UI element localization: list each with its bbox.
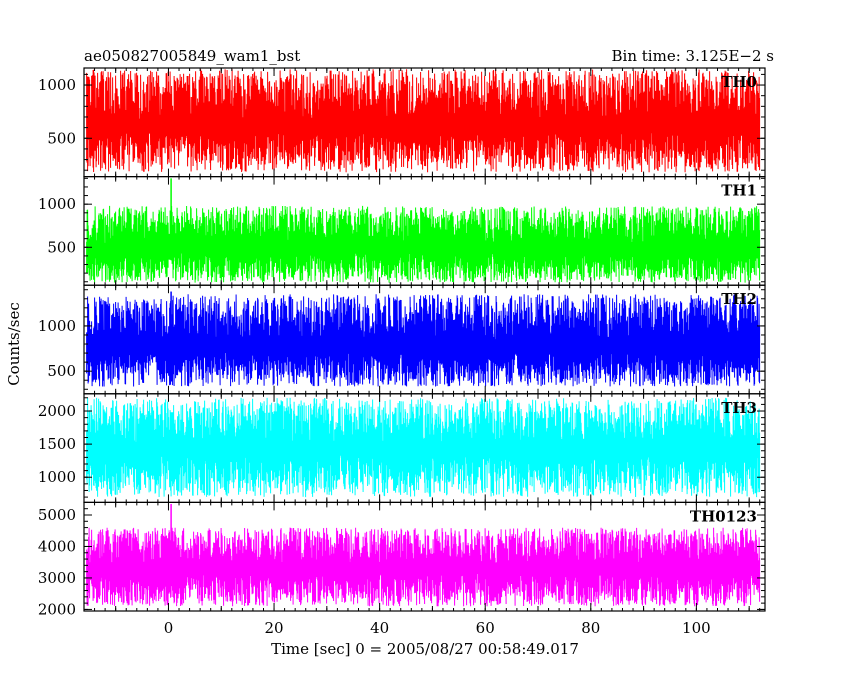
panel-label: TH1 — [721, 182, 757, 200]
y-tick-label: 2000 — [38, 402, 76, 420]
panel-label: TH0 — [721, 73, 757, 91]
x-tick-label: 80 — [581, 619, 600, 637]
y-tick-label: 1000 — [38, 195, 76, 213]
y-tick-label: 1000 — [38, 76, 76, 94]
panel-label: TH2 — [721, 290, 757, 308]
y-axis-label: Counts/sec — [5, 302, 23, 386]
x-tick-label: 100 — [682, 619, 711, 637]
y-tick-label: 500 — [47, 362, 76, 380]
y-tick-label: 500 — [47, 238, 76, 256]
series-line-th2 — [86, 294, 761, 387]
y-tick-label: 4000 — [38, 537, 76, 555]
chart-title-left: ae050827005849_wam1_bst — [84, 47, 300, 65]
y-tick-label: 1000 — [38, 468, 76, 486]
x-tick-label: 0 — [164, 619, 174, 637]
series-line-th1 — [86, 205, 761, 283]
panel-frame — [83, 501, 766, 612]
y-tick-label: 500 — [47, 129, 76, 147]
panel-th0: 500 1000 TH0 — [38, 67, 766, 178]
chart-title-right: Bin time: 3.125E−2 s — [612, 47, 774, 65]
y-tick-label: 2000 — [38, 600, 76, 618]
x-tick-label: 60 — [476, 619, 495, 637]
x-tick-label: 20 — [264, 619, 283, 637]
panel-label: TH0123 — [690, 507, 757, 525]
y-tick-label: 1000 — [38, 317, 76, 335]
panel-th2: 500 1000 TH2 — [38, 284, 766, 395]
y-tick-label: 3000 — [38, 569, 76, 587]
panel-th1: 500 1000 TH1 — [38, 176, 766, 286]
x-tick-label: 40 — [370, 619, 389, 637]
series-line-th0 — [86, 69, 761, 173]
panel-th3: 1000 1500 2000 TH3 — [38, 393, 766, 503]
y-tick-label: 1500 — [38, 435, 76, 453]
panel-th0123: 2000 3000 4000 5000 TH0123 — [38, 501, 766, 618]
x-axis-label: Time [sec] 0 = 2005/08/27 00:58:49.017 — [271, 640, 579, 658]
series-line-th0123 — [86, 527, 761, 607]
y-tick-label: 5000 — [38, 506, 76, 524]
series-line-th3 — [86, 397, 761, 498]
panel-label: TH3 — [721, 399, 757, 417]
